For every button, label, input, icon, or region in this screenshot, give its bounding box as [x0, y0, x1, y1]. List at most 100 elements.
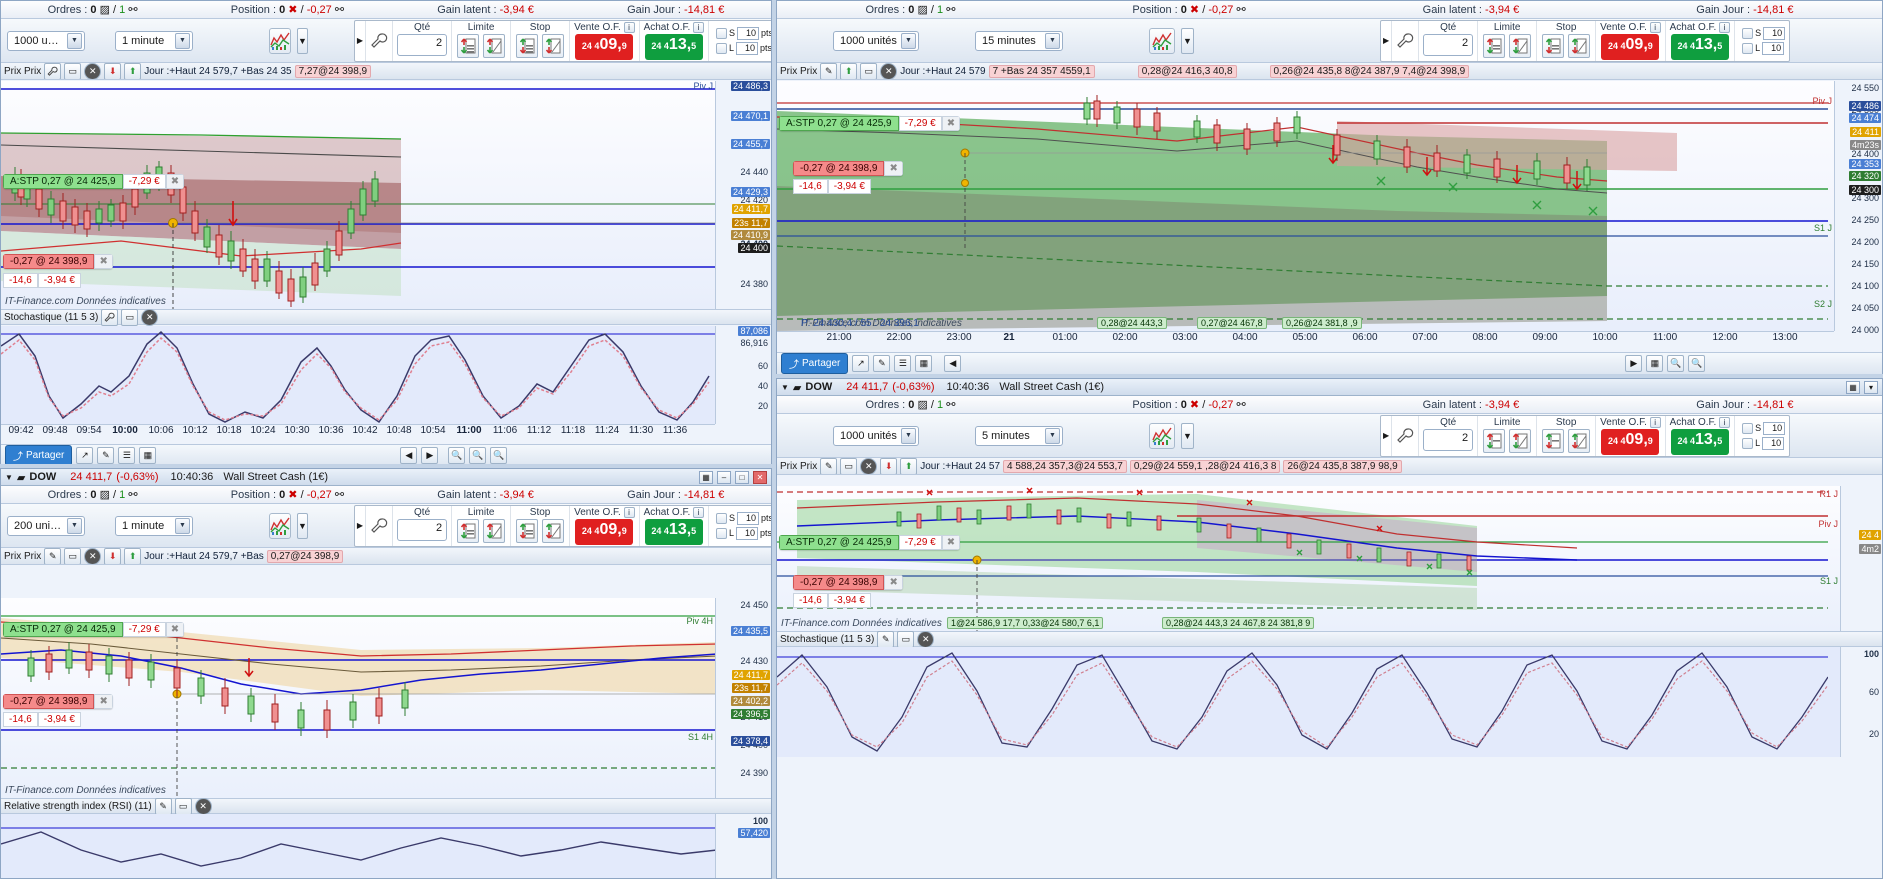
ticket-expander[interactable]: ▶ [1381, 20, 1393, 61]
short-position-chip-bottom-left[interactable]: -0,27 @ 24 398,9 ✖ [3, 694, 113, 709]
zoom-out-icon[interactable]: 🔍 [469, 447, 487, 464]
price-axis-bottom-right[interactable]: 24 4 4m2 [1840, 486, 1882, 631]
stop-checkbox[interactable] [1742, 422, 1754, 434]
indicator-icon[interactable] [1149, 27, 1175, 54]
stop-buy-button[interactable] [516, 518, 539, 543]
move-down-icon[interactable]: ⬇ [104, 548, 122, 564]
sell-price-button[interactable]: 24 4 09, 9 [1601, 428, 1660, 455]
qty-input[interactable]: 2 [397, 33, 448, 56]
close-icon[interactable]: ✕ [84, 63, 102, 79]
close-icon[interactable]: ✖ [884, 575, 903, 590]
long-position-chip-top-right[interactable]: A:STP 0,27 @ 24 425,9 -7,29 € ✖ [779, 116, 961, 131]
stop-sell-button[interactable] [1568, 428, 1591, 453]
sell-price-button[interactable]: 24 4 09, 9 [575, 33, 634, 60]
limit-pts-input[interactable]: 10 [1762, 436, 1785, 450]
window-icon[interactable]: ▭ [64, 548, 82, 564]
move-up-icon[interactable]: ⬆ [124, 548, 142, 564]
move-down-icon[interactable]: ⬇ [880, 458, 898, 474]
indicator-icon[interactable] [269, 27, 291, 54]
indicator-dropdown-bottom-right[interactable]: ▼ [1181, 422, 1194, 449]
stop-pts-input[interactable]: 10 [1763, 26, 1786, 40]
limit-buy-button[interactable] [457, 33, 480, 58]
stop-checkbox[interactable] [716, 512, 728, 524]
chevron-down-icon[interactable]: ▼ [5, 472, 13, 482]
window-icon[interactable]: ▭ [860, 63, 878, 79]
info-icon[interactable]: i [693, 507, 705, 518]
short-position-chip-bottom-right[interactable]: -0,27 @ 24 398,9 ✖ [793, 575, 903, 590]
wrench-icon[interactable]: ✎ [44, 548, 62, 564]
window-icon[interactable]: ▭ [64, 63, 82, 79]
long-position-chip-bottom-right[interactable]: A:STP 0,27 @ 24 425,9 -7,29 € ✖ [779, 535, 961, 550]
stop-pts-input[interactable]: 10 [737, 26, 760, 40]
sell-price-button[interactable]: 24 4 09, 9 [1601, 33, 1660, 60]
close-icon[interactable]: ✕ [860, 458, 878, 474]
close-icon[interactable]: ✖ [94, 694, 113, 709]
limit-buy-button[interactable] [457, 518, 480, 543]
rsi-axis-bottom-left[interactable]: 100 57,420 [715, 814, 771, 878]
units-select-top-left[interactable]: 1000 unités▼ [7, 30, 85, 51]
qty-input[interactable]: 2 [397, 518, 448, 541]
indicator-icon[interactable] [269, 512, 291, 539]
info-icon[interactable]: i [1719, 22, 1731, 33]
close-icon[interactable]: ✕ [141, 308, 159, 326]
price-plot-bottom-left[interactable]: IT-Finance.com Données indicatives [1, 598, 771, 798]
close-icon[interactable]: ✖ [165, 174, 185, 189]
share-button[interactable]: ⤴ Partager [781, 353, 849, 374]
timeframe-select-top-right[interactable]: 15 minutes ▼ [975, 30, 1063, 51]
rsi-plot-bottom-left[interactable] [1, 814, 771, 878]
stop-pts-input[interactable]: 10 [737, 511, 760, 525]
zoom-in-icon[interactable]: 🔍 [490, 447, 508, 464]
stochastic-plot-bottom-right[interactable] [777, 647, 1882, 757]
stop-sell-button[interactable] [1568, 33, 1591, 58]
wrench-icon[interactable]: ✎ [820, 63, 838, 79]
limit-buy-button[interactable] [1483, 428, 1506, 453]
long-position-chip-bottom-left[interactable]: A:STP 0,27 @ 24 425,9 -7,29 € ✖ [3, 622, 185, 637]
ticket-expander[interactable]: ▶ [355, 505, 367, 546]
ticket-expander[interactable]: ▶ [1381, 415, 1393, 456]
price-axis-top-right[interactable]: 24 550 24 500 24 450 24 400 24 350 24 30… [1834, 81, 1882, 335]
qty-input[interactable]: 2 [1423, 33, 1474, 56]
indicator-dropdown-bottom-left[interactable]: ▼ [297, 512, 308, 539]
price-axis-top-left[interactable]: 24 500 24 480 24 460 24 440 24 420 24 40… [715, 81, 771, 309]
qty-input[interactable]: 2 [1423, 428, 1474, 451]
close-icon[interactable]: ✕ [84, 548, 102, 564]
window-icon[interactable]: ▭ [897, 630, 915, 648]
list-tool-button[interactable]: ☰ [118, 447, 136, 464]
minimize-button[interactable]: – [717, 470, 731, 484]
horizontal-splitter-left[interactable] [0, 464, 772, 468]
close-icon[interactable]: ✖ [165, 622, 185, 637]
chevron-down-icon[interactable]: ▼ [781, 382, 789, 392]
price-axis-bottom-left[interactable]: 24 450 24 440 24 430 24 420 24 410 24 40… [715, 598, 771, 798]
scroll-left-button[interactable]: ◀ [944, 355, 962, 372]
window-icon[interactable]: ▭ [121, 308, 139, 326]
info-icon[interactable]: i [623, 507, 635, 518]
stop-checkbox[interactable] [716, 27, 728, 39]
limit-checkbox[interactable] [1742, 437, 1754, 449]
buy-price-button[interactable]: 24 4 13, 5 [1670, 428, 1729, 455]
close-icon[interactable]: ✖ [941, 535, 961, 550]
buy-price-button[interactable]: 24 4 13, 5 [644, 518, 703, 545]
price-plot-bottom-right[interactable]: IT-Finance.com Données indicatives 1@24 … [777, 486, 1882, 631]
stop-sell-button[interactable] [542, 518, 565, 543]
indicator-dropdown-top-right[interactable]: ▼ [1181, 27, 1194, 54]
buy-price-button[interactable]: 24 4 13, 5 [1670, 33, 1729, 60]
layout-icon[interactable]: ▦ [1846, 380, 1860, 394]
timeframe-select-bottom-left[interactable]: 1 minute ▼ [115, 515, 193, 536]
short-position-chip-top-right[interactable]: -0,27 @ 24 398,9 ✖ [793, 161, 903, 176]
settings-wrench[interactable] [366, 20, 394, 61]
settings-wrench[interactable] [366, 505, 394, 546]
horizontal-splitter-right[interactable] [776, 374, 1883, 378]
chevron-down-icon[interactable]: ▾ [1864, 380, 1878, 394]
buy-price-button[interactable]: 24 4 13, 5 [644, 33, 703, 60]
stop-buy-button[interactable] [1542, 428, 1565, 453]
grid-tool-button[interactable]: ▦ [915, 355, 933, 372]
zoom-in-icon[interactable]: 🔍 [1688, 355, 1706, 372]
limit-pts-input[interactable]: 10 [736, 526, 759, 540]
indicator-dropdown-top-left[interactable]: ▼ [297, 27, 308, 54]
units-select-bottom-right[interactable]: 1000 unités ▼ [833, 425, 919, 446]
cursor-tool-button[interactable]: ↗ [76, 447, 94, 464]
scroll-right-button[interactable]: ▶ [421, 447, 439, 464]
limit-sell-button[interactable] [483, 33, 506, 58]
window-icon[interactable]: ▭ [840, 458, 858, 474]
info-icon[interactable]: i [693, 22, 705, 33]
